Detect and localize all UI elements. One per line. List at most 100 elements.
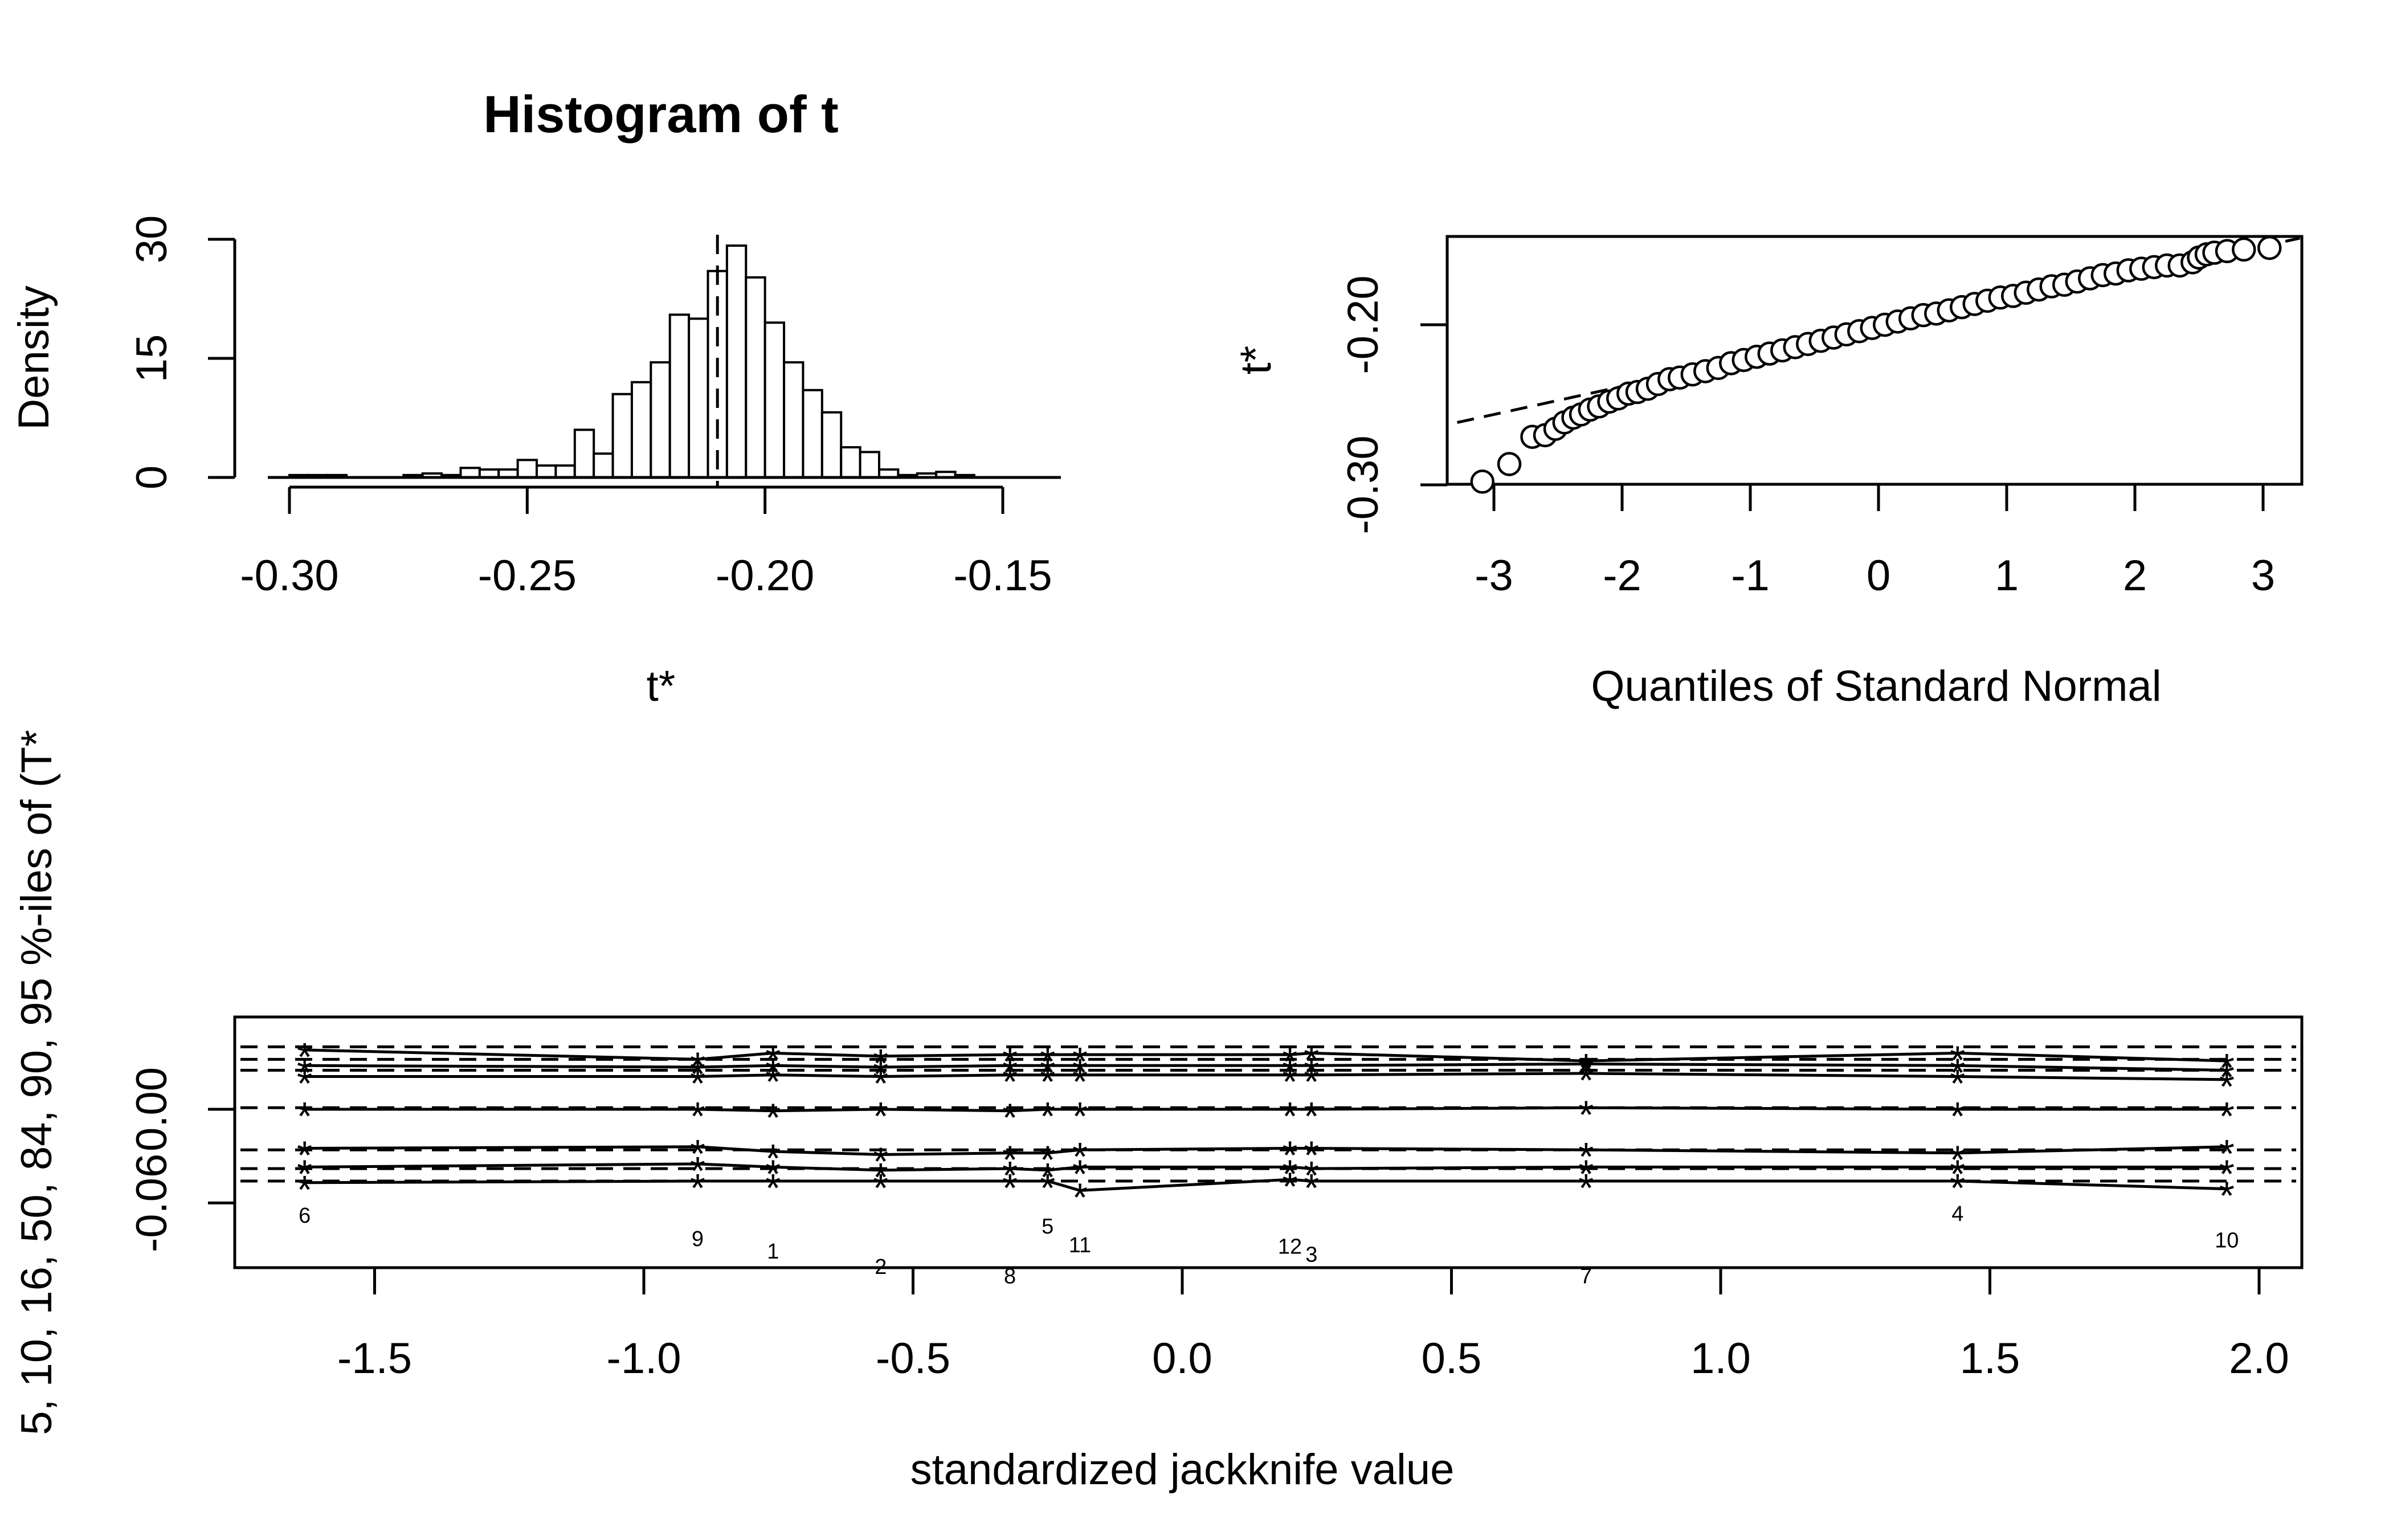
jackknife-star-marker: * xyxy=(1950,1050,1965,1094)
jackknife-star-marker: * xyxy=(1072,1050,1088,1094)
jackknife-percentile-line xyxy=(304,1178,2227,1192)
jackknife-star-marker: * xyxy=(2219,1174,2235,1218)
histogram-bar xyxy=(763,321,786,479)
jackknife-x-tick-label: -0.5 xyxy=(876,1334,950,1383)
jackknife-star-marker: * xyxy=(1072,1175,1088,1219)
jackknife-star-marker: * xyxy=(1040,1094,1055,1138)
jackknife-star-marker: * xyxy=(1304,1166,1319,1210)
jackknife-star-marker: * xyxy=(873,1041,888,1085)
jackknife-star-marker: * xyxy=(690,1094,705,1138)
jackknife-star-marker: * xyxy=(1950,1061,1965,1105)
histogram-bar xyxy=(593,452,614,479)
jackknife-star-marker: * xyxy=(1282,1151,1297,1196)
jackknife-star-marker: * xyxy=(1578,1045,1594,1090)
jackknife-star-marker: * xyxy=(1040,1155,1055,1199)
jackknife-point-label: 7 xyxy=(1580,1265,1592,1289)
qq-axes: -3 -2 -1 0 1 2 3 -0.30 -0.20 xyxy=(1339,275,2275,600)
histogram-bar xyxy=(745,276,766,479)
histogram-y-tick-label: 30 xyxy=(128,215,176,264)
jackknife-star-marker: * xyxy=(2219,1045,2235,1090)
qq-x-tick-label: 2 xyxy=(2123,552,2147,600)
jackknife-star-marker: * xyxy=(2219,1151,2235,1196)
jackknife-y-tick-label: 0.00 xyxy=(128,1067,176,1151)
jackknife-star-marker: * xyxy=(297,1094,312,1138)
jackknife-panel: standardized jackknife value 5, 10, 16, … xyxy=(13,730,2304,1494)
jackknife-star-marker: * xyxy=(873,1094,888,1138)
histogram-x-tick-label: -0.15 xyxy=(953,552,1052,600)
histogram-bar xyxy=(630,381,652,479)
jackknife-point-label: 6 xyxy=(299,1204,311,1228)
jackknife-star-marker: * xyxy=(1304,1037,1319,1082)
jackknife-star-marker: * xyxy=(1040,1050,1055,1094)
histogram-bar xyxy=(611,393,633,479)
jackknife-star-marker: * xyxy=(1040,1138,1055,1182)
jackknife-point-label: 1 xyxy=(767,1240,779,1264)
jackknife-percentile-line xyxy=(304,1145,2227,1157)
jackknife-x-tick-label: 1.0 xyxy=(1690,1334,1751,1383)
histogram-bar xyxy=(840,446,861,479)
histogram-x-label: t* xyxy=(647,662,676,710)
qq-x-tick-label: 1 xyxy=(1995,552,2019,600)
jackknife-star-marker: * xyxy=(1578,1166,1594,1210)
jackknife-percentile-line xyxy=(304,1048,2227,1063)
jackknife-marks: * * * * * * * * * * * ** * * * * * * * * * * ** * * * * * * * * * * ** * * *… xyxy=(240,1035,2296,1289)
jackknife-star-marker: * xyxy=(1950,1037,1965,1082)
jackknife-star-marker: * xyxy=(1578,1134,1594,1179)
qq-marks xyxy=(1456,235,2301,494)
jackknife-point-label: 10 xyxy=(2215,1229,2239,1253)
jackknife-star-marker: * xyxy=(873,1139,888,1183)
jackknife-star-marker: * xyxy=(1950,1151,1965,1196)
jackknife-x-tick-label: 1.5 xyxy=(1960,1334,2020,1383)
jackknife-point-label: 5 xyxy=(1042,1215,1053,1239)
jackknife-star-marker: * xyxy=(1040,1166,1055,1210)
qq-point xyxy=(2257,235,2282,260)
jackknife-percentile-line xyxy=(304,1106,2227,1113)
jackknife-star-marker: * xyxy=(765,1136,781,1180)
jackknife-star-marker: * xyxy=(2219,1094,2235,1138)
jackknife-point-label: 12 xyxy=(1278,1235,1302,1259)
jackknife-star-marker: * xyxy=(1578,1151,1594,1196)
jackknife-star-marker: * xyxy=(1282,1039,1297,1084)
qq-x-label: Quantiles of Standard Normal xyxy=(1591,662,2161,710)
jackknife-star-marker: * xyxy=(297,1061,312,1105)
histogram-x-tick-label: -0.30 xyxy=(240,552,338,600)
histogram-bars xyxy=(268,235,1061,487)
qq-point xyxy=(1470,469,1494,494)
jackknife-star-marker: * xyxy=(690,1149,705,1193)
jackknife-star-marker: * xyxy=(1304,1094,1319,1138)
jackknife-x-tick-label: 0.5 xyxy=(1422,1334,1482,1383)
qq-x-tick-label: 3 xyxy=(2251,552,2275,600)
histogram-bar xyxy=(554,464,576,479)
jackknife-star-marker: * xyxy=(765,1166,781,1210)
jackknife-point-label: 11 xyxy=(1069,1233,1091,1257)
jackknife-star-marker: * xyxy=(1282,1133,1297,1178)
jackknife-point-label: 4 xyxy=(1951,1202,1963,1226)
jackknife-star-marker: * xyxy=(1040,1039,1055,1084)
jackknife-star-marker: * xyxy=(1072,1039,1088,1084)
jackknife-star-marker: * xyxy=(1002,1050,1018,1094)
histogram-bar xyxy=(802,389,823,479)
histogram-bar xyxy=(820,411,843,479)
jackknife-x-tick-label: 2.0 xyxy=(2229,1334,2289,1383)
jackknife-x-tick-label: 0.0 xyxy=(1152,1334,1212,1383)
jackknife-star-marker: * xyxy=(1304,1153,1319,1198)
jackknife-star-marker: * xyxy=(297,1133,312,1178)
jackknife-star-marker: * xyxy=(1072,1094,1088,1138)
jackknife-star-marker: * xyxy=(690,1131,705,1176)
jackknife-star-marker: * xyxy=(1282,1050,1297,1094)
jackknife-star-marker: * xyxy=(1002,1153,1018,1198)
jackknife-point-label: 3 xyxy=(1305,1243,1317,1267)
qq-y-tick-label: -0.20 xyxy=(1339,275,1387,374)
histogram-bar xyxy=(650,361,671,479)
jackknife-star-marker: * xyxy=(1282,1094,1297,1138)
qq-point xyxy=(2232,237,2256,262)
jackknife-star-marker: * xyxy=(1072,1151,1088,1196)
jackknife-star-marker: * xyxy=(297,1035,312,1079)
histogram-y-tick-label: 0 xyxy=(128,465,176,489)
jackknife-percentile-line xyxy=(304,1162,2227,1172)
jackknife-star-marker: * xyxy=(765,1151,781,1196)
jackknife-percentile-line xyxy=(304,1072,2227,1081)
jackknife-star-marker: * xyxy=(297,1050,312,1094)
jackknife-star-marker: * xyxy=(2219,1055,2235,1100)
